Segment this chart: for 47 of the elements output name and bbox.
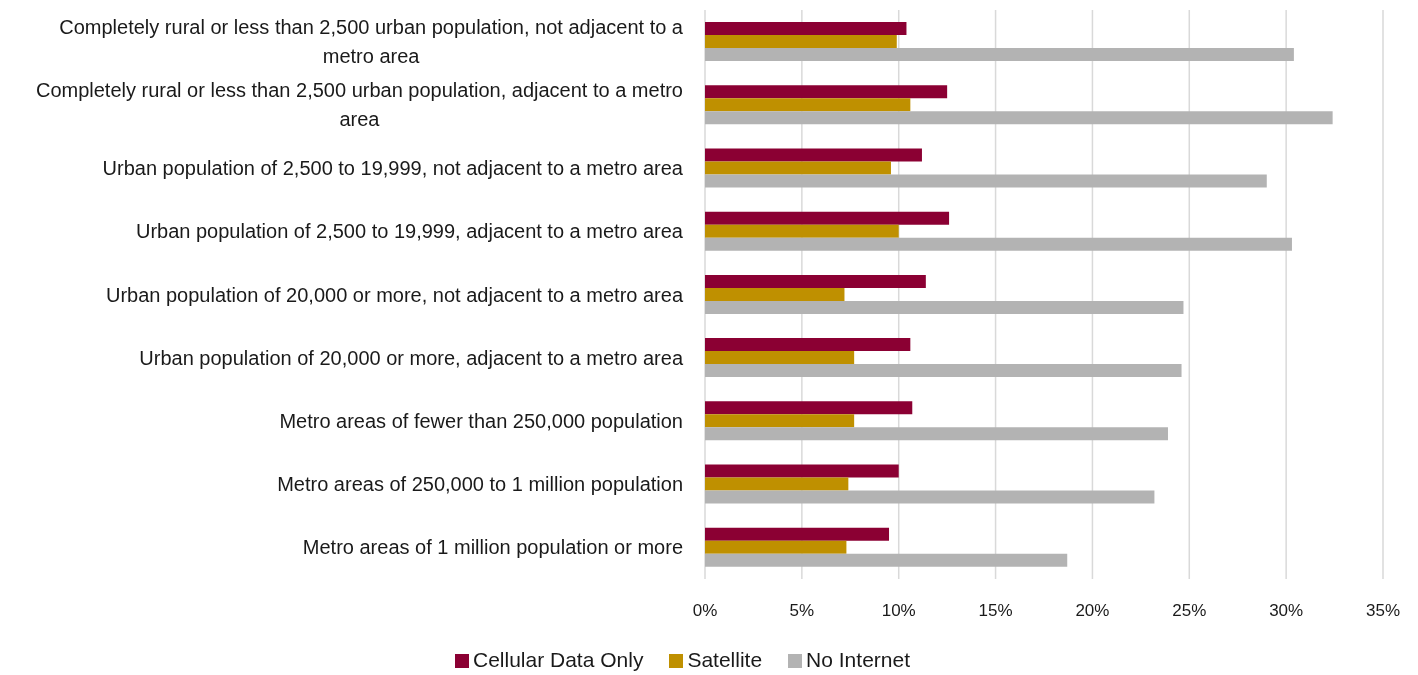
y-tick-label: Urban population of 2,500 to 19,999, not adjacent to a metro area	[102, 157, 684, 180]
x-tick-label: 15%	[978, 601, 1013, 621]
bar	[705, 300, 1184, 314]
bar	[705, 211, 950, 225]
bar	[705, 401, 913, 415]
bar	[705, 338, 911, 352]
bar	[705, 174, 1267, 188]
bar	[705, 414, 855, 428]
bar	[705, 148, 922, 162]
bar	[705, 48, 1294, 62]
y-tick-label: Completely rural or less than 2,500 urban population, adjacent to a metro area	[35, 79, 684, 131]
y-tick-label: Completely rural or less than 2,500 urban population, not adjacent to a metro area	[59, 16, 684, 68]
bar	[705, 161, 891, 175]
bar	[705, 427, 1168, 441]
bar	[705, 477, 849, 491]
x-tick-label: 10%	[881, 601, 916, 621]
x-tick-label: 25%	[1172, 601, 1207, 621]
bar	[705, 98, 911, 112]
y-tick-label: Urban population of 20,000 or more, adjacent to a metro area	[139, 346, 684, 369]
bar	[705, 111, 1333, 125]
bar	[705, 490, 1155, 504]
bar	[705, 527, 890, 541]
bar	[705, 237, 1292, 251]
bar	[705, 35, 897, 49]
x-tick-label: 0%	[692, 601, 718, 621]
y-tick-label: Metro areas of 1 million population or more	[302, 536, 683, 559]
y-tick-label: Urban population of 2,500 to 19,999, adjacent to a metro area	[135, 220, 684, 243]
bar	[705, 464, 899, 478]
y-tick-label: Urban population of 20,000 or more, not adjacent to a metro area	[105, 283, 684, 306]
bar	[705, 351, 855, 365]
legend-label: Satellite	[687, 648, 763, 671]
legend-label: Cellular Data Only	[472, 648, 644, 671]
bar	[705, 22, 907, 36]
bar	[705, 287, 845, 301]
y-tick-label: Metro areas of fewer than 250,000 population	[279, 409, 683, 432]
y-tick-label: Metro areas of 250,000 to 1 million population	[277, 473, 683, 496]
bar	[705, 274, 926, 288]
x-tick-label: 20%	[1075, 601, 1110, 621]
bar	[705, 85, 948, 99]
x-tick-label: 35%	[1365, 601, 1401, 621]
bar	[705, 540, 847, 554]
bar	[705, 364, 1182, 378]
x-tick-label: 30%	[1269, 601, 1304, 621]
x-tick-label: 5%	[789, 601, 815, 621]
legend-label: No Internet	[806, 648, 911, 671]
bar	[705, 224, 899, 238]
bar	[705, 553, 1068, 567]
